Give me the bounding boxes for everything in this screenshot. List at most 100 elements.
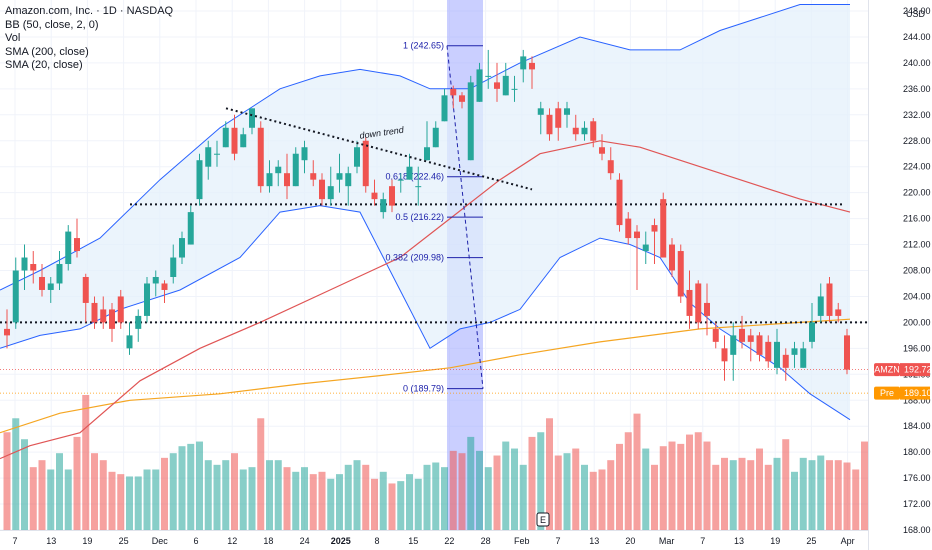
candle-body [74,238,80,252]
last-price-price-tag [900,363,930,377]
premarket-symbol: Pre [880,388,894,398]
volume-bar [476,450,483,530]
candle-body [529,62,535,70]
bollinger-bands [0,4,851,421]
volume-bar [519,464,527,530]
support-resistance-lines[interactable] [0,203,868,324]
candle-body [485,75,492,77]
legend-bb[interactable]: BB (50, close, 2, 0) [5,18,99,31]
candle-body [152,276,159,284]
currency-label: USD [906,9,926,19]
volume-bar [817,455,825,530]
price-tick-label: 240.00 [903,58,931,68]
candle-body [424,147,430,161]
volume-bar [484,467,492,530]
volume-bar [607,460,615,530]
volume-bar [738,457,746,530]
candle-body [441,95,448,122]
candle-body [82,276,89,303]
volume-bar [388,483,396,530]
time-axis[interactable]: 7 13 19 25 Dec 6 12 18 24 2025 8 15 22 28 Feb 7 13 20 Mar 7… [0,530,868,547]
volume-bar [266,460,273,530]
candle-body [109,309,115,329]
candle-body [756,335,763,355]
candle-body [345,173,352,187]
candle-body [380,199,387,213]
legend-sma200[interactable]: SMA (200, close) [5,45,89,58]
price-tick-label: 244.00 [903,32,931,42]
candle-body [144,283,150,316]
volume-bar [694,432,702,530]
candle-body [616,179,623,226]
candle-body [572,127,579,135]
volume-bar [161,457,168,530]
candle-body [835,309,842,316]
candle-body [765,341,772,362]
candle-body [214,153,220,155]
candle-body [791,348,798,355]
premarket-price: 189.10 [904,388,932,398]
time-tick-label: 28 [481,536,491,546]
volume-bar [511,448,518,530]
candle-body [301,147,308,161]
volume-bar [213,464,221,530]
candle-body [826,283,833,316]
candle-body [161,283,168,290]
candle-body [599,147,605,154]
volume-bar [397,481,405,530]
price-axis-background [868,0,932,550]
volume-bar [231,453,238,530]
volume-bar [458,453,466,530]
earnings-marker [536,512,550,527]
legend-sma20[interactable]: SMA (20, close) [5,59,83,71]
candle-body [520,56,527,70]
earnings-letter: E [540,515,546,525]
time-tick-label: 7 [700,536,705,546]
candle-body [590,121,597,141]
candle-body [651,225,658,232]
candle-body [47,283,54,290]
volume-bar [834,460,842,530]
candle-body [205,147,212,167]
candle-body [196,160,203,200]
candle-body [432,127,439,148]
candle-body [65,231,72,265]
volume-bar [642,448,650,530]
volume-bar [371,478,378,530]
volume-bar [554,455,562,530]
time-tick-label: 2025 [331,536,351,546]
candle-body [581,127,588,135]
volume-bar [493,455,501,530]
price-tick-label: 176.00 [903,473,931,483]
price-tick-label: 220.00 [903,188,931,198]
volume-bar [852,469,860,530]
volume-bar [729,460,737,530]
volume-bar [598,469,606,530]
volume-bar [21,439,28,530]
volume-bar [703,441,711,530]
volume-bar [791,471,798,530]
volume-bar [581,464,588,530]
candle-body [546,114,553,135]
time-tick-label: 12 [227,536,237,546]
volume-bar [414,478,422,530]
candle-body [555,108,562,128]
premarket-price-tag [900,386,930,400]
legend-vol[interactable]: Vol [5,32,21,44]
price-axis[interactable]: 248.00 244.00 240.00 236.00 232.00 228.00 224.… [868,0,932,550]
candle-body [511,88,518,90]
volume-bar [747,460,755,530]
volume-bar [467,436,475,530]
price-tick-label: 212.00 [903,240,931,250]
candle-body [686,289,693,316]
volume-bar [537,432,545,530]
candle-body [117,296,124,323]
legend-title[interactable]: Amazon.com, Inc. · 1D · NASDAQ [5,5,174,17]
candle-body [397,179,404,181]
volume-bar [257,418,265,530]
volume-bar [441,467,448,530]
volume-bar [12,418,20,530]
time-tick-label: 13 [46,536,56,546]
